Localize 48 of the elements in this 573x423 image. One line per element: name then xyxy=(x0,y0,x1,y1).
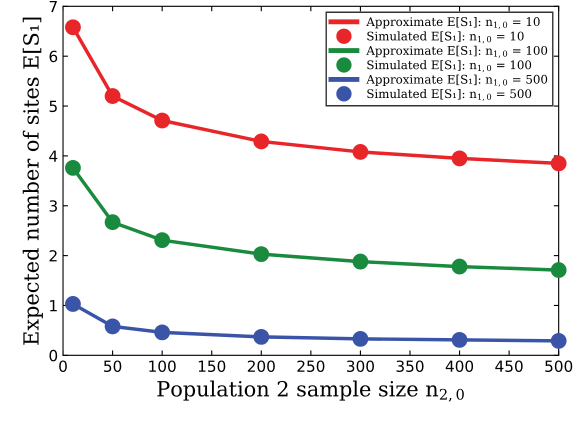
y-tick-label: 6 xyxy=(50,50,58,62)
x-tick-label: 50 xyxy=(104,360,122,372)
x-tick-label: 200 xyxy=(248,360,275,372)
x-tick-label: 300 xyxy=(347,360,374,372)
y-tick-label: 5 xyxy=(50,100,57,112)
point xyxy=(154,112,170,128)
x-tick-label: 450 xyxy=(495,360,523,372)
y-axis-title: Expected number of sites E[S₁] xyxy=(22,18,43,345)
point xyxy=(253,246,270,262)
y-tick-label: 1 xyxy=(50,300,57,312)
legend-label: Simulated E[S₁]: n$_{1,0}$ = 10 xyxy=(367,31,524,44)
point xyxy=(253,134,270,150)
x-tick-label: 400 xyxy=(446,360,474,372)
point xyxy=(352,330,368,347)
point xyxy=(65,19,81,36)
y-tick-label: 2 xyxy=(50,250,57,262)
y-tick-label: 3 xyxy=(50,200,57,212)
legend-label: Approximate E[S₁]: n$_{1,0}$ = 10 xyxy=(366,16,540,29)
point xyxy=(104,318,121,334)
y-tick-label: 0 xyxy=(49,350,58,362)
point xyxy=(550,332,567,349)
point xyxy=(253,328,270,345)
point xyxy=(452,150,468,166)
point xyxy=(452,258,468,274)
y-tick-label: 7 xyxy=(50,1,57,12)
point xyxy=(154,324,170,340)
point xyxy=(352,144,368,160)
point xyxy=(550,262,567,278)
point xyxy=(65,160,81,176)
point xyxy=(154,232,170,248)
x-tick-label: 150 xyxy=(198,360,226,372)
point xyxy=(352,254,368,270)
x-tick-label: 500 xyxy=(545,360,572,372)
x-tick-label: 250 xyxy=(297,360,324,372)
y-tick-label: 4 xyxy=(49,150,58,162)
x-tick-label: 0 xyxy=(59,360,67,372)
legend-label: Simulated E[S₁]: n$_{1,0}$ = 500 xyxy=(367,88,532,101)
point xyxy=(104,88,121,104)
legend-label: Approximate E[S₁]: n$_{1,0}$ = 500 xyxy=(366,74,548,87)
legend-label: Approximate E[S₁]: n$_{1,0}$ = 100 xyxy=(366,46,548,58)
x-tick-label: 350 xyxy=(396,360,424,372)
legend-label: Simulated E[S₁]: n$_{1,0}$ = 100 xyxy=(367,60,532,72)
x-axis-title: Population 2 sample size n$_{2,0}$ xyxy=(157,380,464,402)
point xyxy=(104,214,121,230)
point xyxy=(452,332,468,348)
x-tick-label: 100 xyxy=(149,360,176,372)
point xyxy=(65,296,81,312)
point xyxy=(550,155,567,172)
